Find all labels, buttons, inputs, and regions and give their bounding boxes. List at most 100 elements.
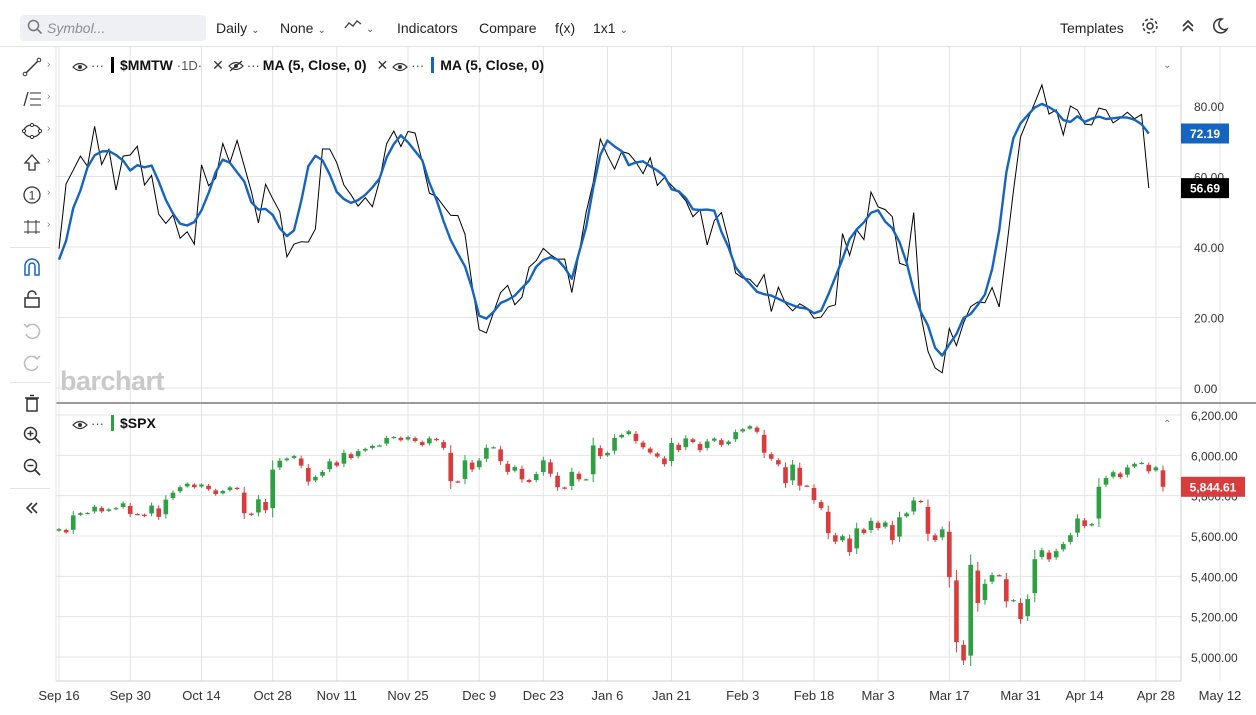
close-icon[interactable]: ✕: [212, 57, 224, 73]
divider: [10, 488, 50, 489]
candle-body: [847, 538, 852, 552]
eye-hidden-icon[interactable]: [227, 59, 244, 75]
line-tool-button[interactable]: ›: [22, 57, 50, 79]
candle-body: [590, 445, 596, 475]
x-tick-label: Mar 17: [929, 688, 969, 703]
lower-pane-collapse-icon[interactable]: ⌃: [1163, 419, 1172, 430]
collapse-sidebar-button[interactable]: [22, 498, 44, 520]
candle-body: [1018, 602, 1023, 620]
candle-body: [412, 438, 418, 442]
interval-dropdown[interactable]: Daily ⌄: [216, 20, 260, 36]
candle-body: [391, 436, 397, 439]
lower-y-tick-label: 5,200.00: [1191, 611, 1238, 625]
candle-body: [947, 531, 952, 578]
candle-body: [1046, 552, 1052, 560]
layout-dropdown[interactable]: 1x1 ⌄: [593, 20, 628, 36]
measure-tool-button[interactable]: ›: [22, 217, 50, 239]
candle-body: [961, 644, 966, 661]
candle-body: [1025, 599, 1030, 617]
candle-body: [861, 529, 867, 533]
candle-body: [854, 528, 860, 549]
candle-body: [92, 506, 97, 512]
candle-body: [70, 515, 76, 530]
indicators-button[interactable]: Indicators: [397, 20, 458, 36]
candle-body: [505, 463, 511, 472]
upper-symbol-interval: ·1D·: [176, 58, 203, 73]
redo-button[interactable]: [22, 353, 44, 375]
x-tick-label: Oct 28: [254, 688, 292, 703]
candle-body: [1089, 524, 1095, 526]
candle-body: [484, 447, 489, 459]
candle-body: [576, 473, 582, 480]
candle-body: [726, 441, 731, 445]
candle-body: [334, 462, 340, 466]
candle-body: [747, 426, 753, 429]
candle-body: [925, 506, 931, 534]
candle-body: [220, 491, 226, 494]
fib-tool-button[interactable]: ›: [22, 89, 50, 111]
candle-body: [1011, 600, 1016, 602]
more-options-icon[interactable]: ···: [246, 58, 260, 73]
candle-body: [633, 433, 639, 442]
candle-body: [384, 437, 389, 444]
arrow-tool-button[interactable]: ›: [22, 153, 50, 175]
candle-body: [213, 490, 219, 495]
eye-icon[interactable]: [72, 59, 88, 75]
axes: Sep 16 Sep 30 Oct 14 Oct 28 Nov 11 Nov 25 Dec …: [38, 46, 1256, 703]
symbol-search[interactable]: Symbol...: [20, 15, 206, 41]
chart-type-dropdown[interactable]: ⌄: [344, 18, 374, 35]
candle-body: [462, 460, 468, 479]
settings-gear-icon[interactable]: [1141, 17, 1159, 35]
candle-body: [135, 514, 140, 516]
candle-body: [192, 484, 197, 488]
upper-symbol: $MMTW: [120, 57, 173, 73]
zoom-in-button[interactable]: [22, 425, 44, 447]
trend-line-icon: [22, 57, 42, 77]
candle-body: [783, 467, 788, 484]
x-tick-label: Mar 3: [861, 688, 894, 703]
spx-price-badge: 5,844.61: [1190, 480, 1237, 494]
candle-body: [305, 468, 311, 482]
fibonacci-icon: [23, 91, 41, 107]
eye-icon[interactable]: [72, 417, 88, 433]
candle-body: [377, 445, 382, 447]
spx-price-badge-bg: [1181, 476, 1245, 497]
candle-body: [647, 448, 653, 453]
ma-line: [57, 102, 1150, 357]
more-options-icon[interactable]: ···: [411, 58, 425, 73]
more-options-icon[interactable]: ···: [91, 58, 104, 73]
upper-pane-collapse-icon[interactable]: ⌄: [1163, 60, 1172, 71]
x-tick-label: Sep 16: [38, 688, 79, 703]
trash-icon: [25, 394, 39, 412]
lock-button[interactable]: [22, 289, 44, 311]
drawing-toolbar: › › › › 1 › ›: [0, 46, 56, 715]
divider: [10, 247, 50, 248]
candle-body: [327, 461, 332, 470]
magnet-button[interactable]: [22, 257, 44, 279]
upper-legend: ··· $MMTW ·1D· ✕ ··· MA (5, Close, 0) ✕ ··· MA …: [72, 57, 544, 75]
fx-button[interactable]: f(x): [555, 20, 576, 36]
close-icon[interactable]: ✕: [376, 57, 389, 73]
candle-body: [662, 458, 667, 465]
zoom-out-button[interactable]: [22, 457, 44, 479]
candle-body: [541, 460, 546, 473]
compare-button[interactable]: Compare: [479, 20, 537, 36]
undo-button[interactable]: [22, 321, 44, 343]
x-tick-label: Feb 3: [726, 688, 759, 703]
candle-body: [227, 487, 233, 491]
series-color-swatch: [111, 57, 114, 73]
comparison-dropdown[interactable]: None ⌄: [280, 20, 326, 36]
dark-mode-moon-icon[interactable]: [1211, 17, 1229, 35]
annotation-tool-button[interactable]: 1 ›: [22, 185, 50, 207]
collapse-up-icon[interactable]: [1180, 17, 1196, 35]
shape-tool-button[interactable]: ›: [21, 121, 50, 143]
chevron-right-icon: ›: [47, 91, 51, 102]
eye-icon[interactable]: [392, 59, 409, 75]
delete-drawings-button[interactable]: [22, 393, 44, 415]
ma-value-badge: 72.19: [1190, 127, 1220, 141]
candle-body: [106, 509, 112, 511]
candle-body: [170, 492, 176, 498]
templates-button[interactable]: Templates: [1060, 20, 1124, 36]
more-options-icon[interactable]: ···: [91, 416, 104, 431]
